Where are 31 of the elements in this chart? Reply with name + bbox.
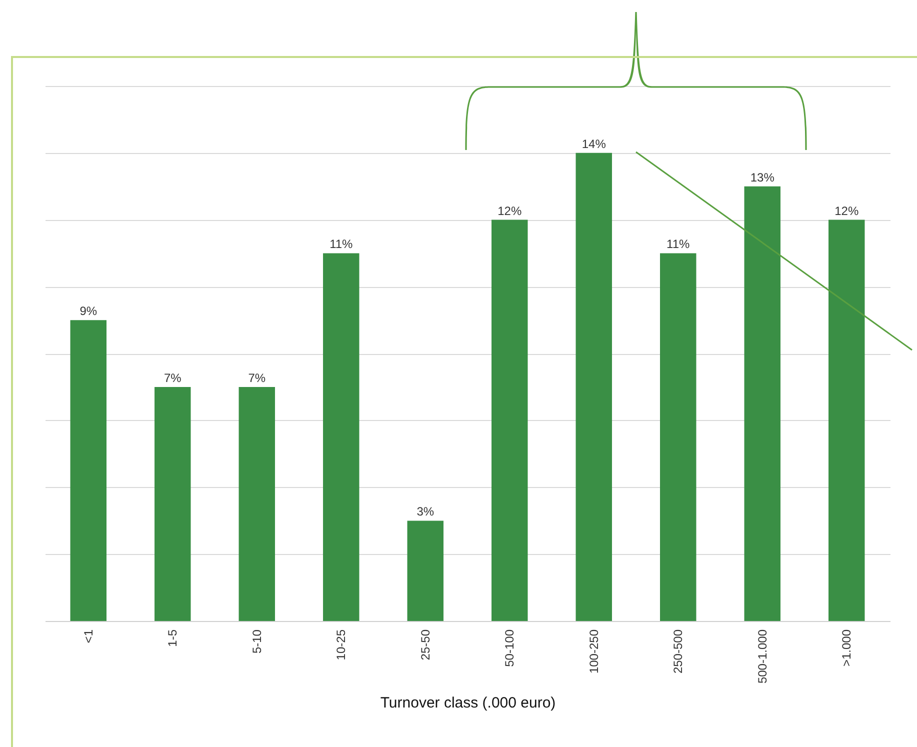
bar [154, 386, 191, 621]
bar [407, 520, 444, 621]
data-label: 14% [582, 136, 606, 151]
x-tick-label: 500-1.000 [755, 629, 770, 684]
x-axis-title: Turnover class (.000 euro) [380, 694, 556, 712]
bar [828, 220, 865, 621]
bar [744, 186, 780, 621]
data-label: 3% [416, 504, 434, 519]
bar [70, 320, 106, 621]
data-label: 9% [80, 304, 98, 318]
x-tick-label: 50-100 [502, 629, 517, 667]
bar [660, 253, 696, 621]
x-tick-label: 25-50 [418, 629, 432, 660]
x-tick-label: 5-10 [250, 629, 264, 654]
data-label: 13% [750, 170, 775, 184]
bar [238, 386, 275, 621]
bar [492, 220, 528, 621]
data-label: 11% [330, 237, 354, 252]
x-tick-label: 1-5 [166, 629, 180, 647]
data-label: 12% [834, 204, 859, 218]
data-label: 7% [164, 370, 182, 385]
bar [323, 253, 360, 621]
data-label: 11% [666, 237, 690, 252]
x-tick-label: 250-500 [671, 629, 686, 674]
data-label: 12% [498, 204, 522, 218]
x-tick-label: >1.000 [840, 629, 854, 667]
x-tick-label: 10-25 [334, 629, 348, 660]
x-tick-label: <1 [81, 629, 96, 644]
data-label: 7% [248, 370, 266, 385]
x-tick-label: 100-250 [586, 629, 601, 674]
bar [576, 152, 612, 621]
